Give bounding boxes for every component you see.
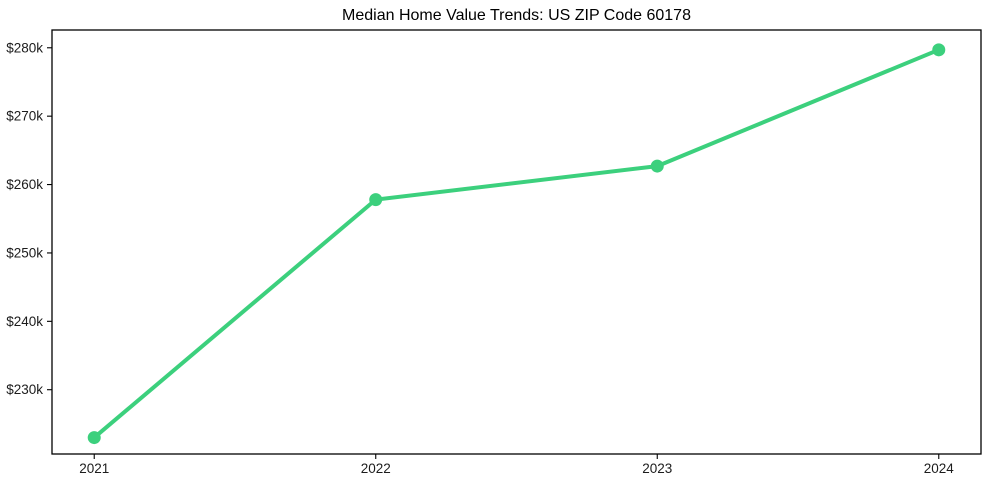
chart-title: Median Home Value Trends: US ZIP Code 60… <box>342 7 691 24</box>
data-point-2021 <box>87 431 101 445</box>
y-tick-label: $260k <box>6 177 43 192</box>
plot-frame <box>51 29 982 455</box>
data-point-2022 <box>369 193 383 207</box>
x-tick-label: 2024 <box>924 461 955 476</box>
data-point-2023 <box>650 159 664 173</box>
y-tick-label: $270k <box>6 109 43 124</box>
x-tick-label: 2022 <box>361 461 391 476</box>
x-tick-label: 2023 <box>642 461 672 476</box>
y-tick-label: $230k <box>6 382 43 397</box>
y-tick-label: $240k <box>6 314 43 329</box>
data-point-2024 <box>932 43 946 57</box>
y-tick-label: $250k <box>6 245 43 260</box>
x-tick-label: 2021 <box>79 461 109 476</box>
y-tick-label: $280k <box>6 40 43 55</box>
trend-line <box>92 47 941 440</box>
